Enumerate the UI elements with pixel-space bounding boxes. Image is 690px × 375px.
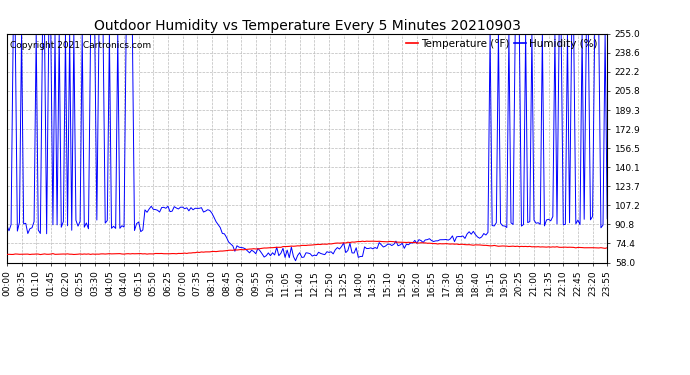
Title: Outdoor Humidity vs Temperature Every 5 Minutes 20210903: Outdoor Humidity vs Temperature Every 5 …: [94, 19, 520, 33]
Text: Copyright 2021 Cartronics.com: Copyright 2021 Cartronics.com: [10, 40, 151, 50]
Legend: Temperature (°F), Humidity (%): Temperature (°F), Humidity (%): [402, 34, 602, 53]
